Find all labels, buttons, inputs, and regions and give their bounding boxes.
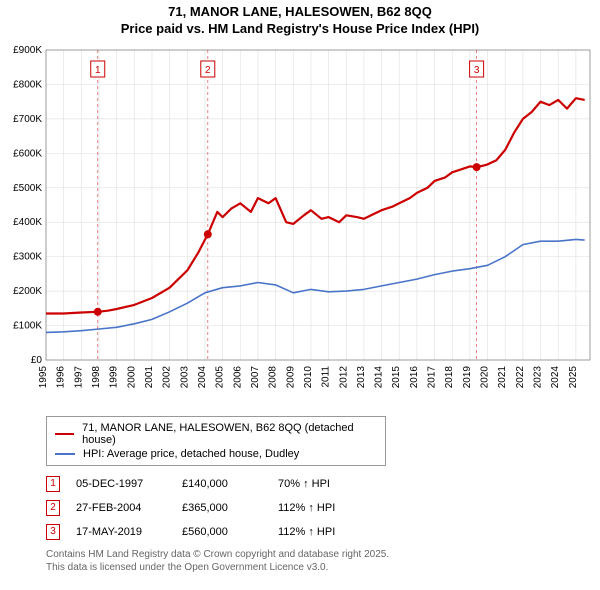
svg-text:1995: 1995 <box>38 365 49 388</box>
svg-text:1999: 1999 <box>109 365 120 388</box>
svg-text:2024: 2024 <box>550 365 561 388</box>
legend-row: 71, MANOR LANE, HALESOWEN, B62 8QQ (deta… <box>55 421 377 447</box>
legend-swatch <box>55 453 75 455</box>
svg-text:£800K: £800K <box>13 79 42 90</box>
event-date: 17-MAY-2019 <box>76 526 166 538</box>
svg-text:1998: 1998 <box>91 365 102 388</box>
svg-text:£700K: £700K <box>13 114 42 125</box>
event-price: £560,000 <box>182 526 262 538</box>
event-price: £140,000 <box>182 478 262 490</box>
event-note: 112% ↑ HPI <box>278 502 335 514</box>
svg-text:2: 2 <box>205 65 211 76</box>
chart-area: £0 £100K £200K £300K £400K £500K £600K £700K £80… <box>0 40 600 410</box>
svg-text:2011: 2011 <box>321 365 332 387</box>
svg-text:2012: 2012 <box>338 365 349 388</box>
event-marker: 1 <box>46 476 60 492</box>
svg-text:2023: 2023 <box>533 365 544 388</box>
legend-label: 71, MANOR LANE, HALESOWEN, B62 8QQ (deta… <box>82 422 377 446</box>
svg-text:£300K: £300K <box>13 251 42 262</box>
event-date: 27-FEB-2004 <box>76 502 166 514</box>
svg-text:1997: 1997 <box>73 365 84 388</box>
svg-text:2025: 2025 <box>568 365 579 388</box>
svg-text:2009: 2009 <box>285 365 296 388</box>
svg-text:£100K: £100K <box>13 320 42 331</box>
svg-text:2000: 2000 <box>126 365 137 388</box>
svg-text:£600K: £600K <box>13 148 42 159</box>
svg-text:2016: 2016 <box>409 365 420 388</box>
svg-text:£200K: £200K <box>13 286 42 297</box>
svg-text:2017: 2017 <box>427 365 438 388</box>
events-table: 1 05-DEC-1997 £140,000 70% ↑ HPI 2 27-FEB-200… <box>46 472 590 544</box>
svg-text:3: 3 <box>474 65 480 76</box>
svg-text:2022: 2022 <box>515 365 526 388</box>
legend-row: HPI: Average price, detached house, Dudl… <box>55 447 377 461</box>
svg-text:2005: 2005 <box>215 365 226 388</box>
legend-label: HPI: Average price, detached house, Dudl… <box>83 448 299 460</box>
svg-text:2003: 2003 <box>179 365 190 388</box>
footnote-line-1: Contains HM Land Registry data © Crown c… <box>46 548 590 561</box>
svg-text:2014: 2014 <box>374 365 385 388</box>
legend-swatch <box>55 433 74 435</box>
event-marker: 2 <box>46 500 60 516</box>
svg-text:2019: 2019 <box>462 365 473 388</box>
title-line-2: Price paid vs. HM Land Registry's House … <box>0 21 600 38</box>
svg-text:2020: 2020 <box>480 365 491 388</box>
svg-text:1996: 1996 <box>56 365 67 388</box>
svg-text:£900K: £900K <box>13 45 42 56</box>
svg-text:2010: 2010 <box>303 365 314 388</box>
svg-text:2002: 2002 <box>162 365 173 388</box>
event-price: £365,000 <box>182 502 262 514</box>
svg-text:2015: 2015 <box>391 365 402 388</box>
event-note: 112% ↑ HPI <box>278 526 335 538</box>
svg-text:2001: 2001 <box>144 365 155 388</box>
footnote: Contains HM Land Registry data © Crown c… <box>46 548 590 574</box>
chart-title-block: 71, MANOR LANE, HALESOWEN, B62 8QQ Price… <box>0 0 600 40</box>
svg-text:2013: 2013 <box>356 365 367 388</box>
svg-text:2007: 2007 <box>250 365 261 388</box>
svg-text:2018: 2018 <box>444 365 455 388</box>
svg-text:1: 1 <box>95 65 101 76</box>
event-note: 70% ↑ HPI <box>278 478 330 490</box>
svg-text:£400K: £400K <box>13 217 42 228</box>
event-date: 05-DEC-1997 <box>76 478 166 490</box>
svg-text:2008: 2008 <box>268 365 279 388</box>
title-line-1: 71, MANOR LANE, HALESOWEN, B62 8QQ <box>0 4 600 21</box>
event-row: 3 17-MAY-2019 £560,000 112% ↑ HPI <box>46 520 590 544</box>
footnote-line-2: This data is licensed under the Open Gov… <box>46 561 590 574</box>
line-chart-svg: £0 £100K £200K £300K £400K £500K £600K £700K £80… <box>0 40 600 410</box>
svg-text:2006: 2006 <box>232 365 243 388</box>
event-row: 1 05-DEC-1997 £140,000 70% ↑ HPI <box>46 472 590 496</box>
legend: 71, MANOR LANE, HALESOWEN, B62 8QQ (deta… <box>46 416 386 466</box>
event-row: 2 27-FEB-2004 £365,000 112% ↑ HPI <box>46 496 590 520</box>
svg-text:2021: 2021 <box>497 365 508 388</box>
svg-text:£500K: £500K <box>13 183 42 194</box>
svg-text:£0: £0 <box>31 355 43 366</box>
event-marker: 3 <box>46 524 60 540</box>
svg-text:2004: 2004 <box>197 365 208 388</box>
